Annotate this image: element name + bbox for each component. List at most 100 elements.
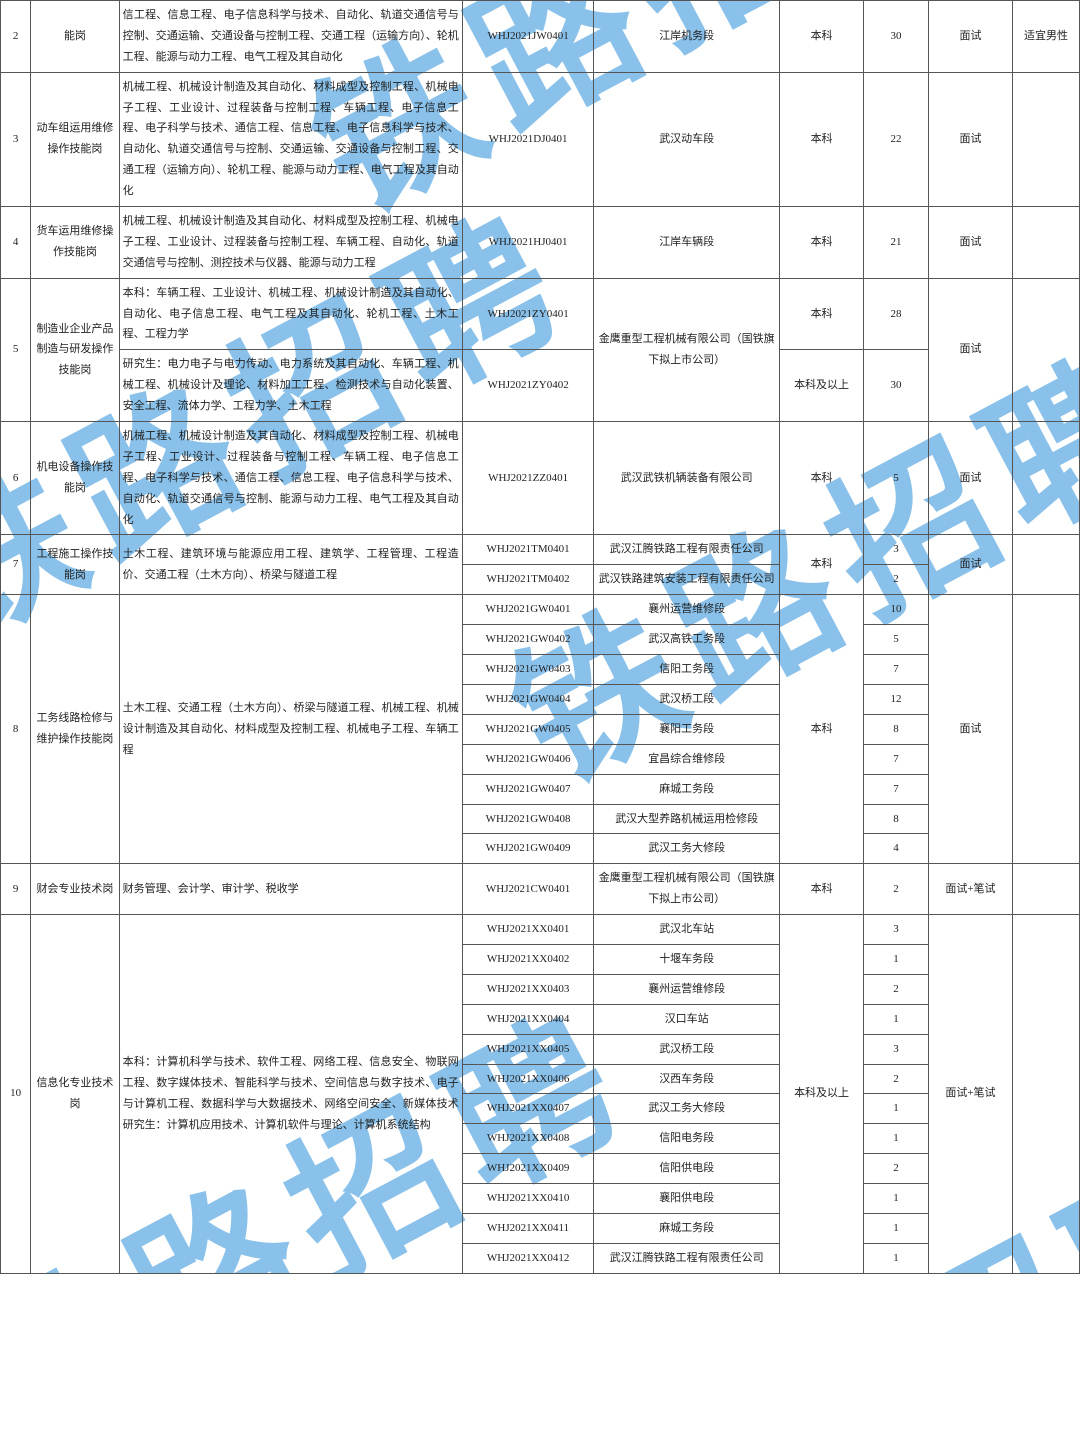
cell: 3 <box>864 1034 929 1064</box>
cell: WHJ2021ZY0402 <box>462 350 594 422</box>
cell: 机电设备操作技能岗 <box>31 422 119 535</box>
cell: 汉西车务段 <box>594 1064 780 1094</box>
cell: 本科 <box>779 207 863 279</box>
cell: 武汉桥工段 <box>594 1034 780 1064</box>
cell: 能岗 <box>31 1 119 73</box>
page: 铁路招聘 铁路招聘 铁路招聘 铁路招聘 铁路招聘 2能岗信工程、信息工程、电子信… <box>0 0 1080 1274</box>
cell: 武汉大型养路机械运用检修段 <box>594 804 780 834</box>
cell: 7 <box>864 774 929 804</box>
cell: 武汉工务大修段 <box>594 1094 780 1124</box>
cell: 5 <box>864 422 929 535</box>
cell <box>1013 72 1080 206</box>
cell: 本科 <box>779 278 863 350</box>
cell: 1 <box>864 1213 929 1243</box>
cell: 8 <box>864 804 929 834</box>
cell: 4 <box>864 834 929 864</box>
cell: 宜昌综合维修段 <box>594 744 780 774</box>
cell: WHJ2021CW0401 <box>462 864 594 915</box>
cell: 本科及以上 <box>779 915 863 1274</box>
cell: WHJ2021XX0404 <box>462 1004 594 1034</box>
cell: 武汉工务大修段 <box>594 834 780 864</box>
cell: 本科 <box>779 595 863 864</box>
cell: 金鹰重型工程机械有限公司（国铁旗下拟上市公司） <box>594 278 780 421</box>
cell: 6 <box>1 422 31 535</box>
cell <box>1013 915 1080 1274</box>
cell: 本科及以上 <box>779 350 863 422</box>
cell: WHJ2021TM0402 <box>462 565 594 595</box>
table-row: 8工务线路检修与维护操作技能岗土木工程、交通工程（土木方向）、桥梁与隧道工程、机… <box>1 595 1080 625</box>
cell: 襄阳供电段 <box>594 1184 780 1214</box>
cell: 1 <box>864 1004 929 1034</box>
cell: 面试 <box>928 595 1012 864</box>
cell: 面试+笔试 <box>928 864 1012 915</box>
cell: WHJ2021GW0404 <box>462 684 594 714</box>
cell <box>1013 535 1080 595</box>
cell: 汉口车站 <box>594 1004 780 1034</box>
cell: 襄州运营维修段 <box>594 974 780 1004</box>
cell: 7 <box>864 744 929 774</box>
cell: WHJ2021JW0401 <box>462 1 594 73</box>
cell: 机械工程、机械设计制造及其自动化、材料成型及控制工程、机械电子工程、工业设计、过… <box>119 72 462 206</box>
cell: 武汉武铁机辆装备有限公司 <box>594 422 780 535</box>
table-row: 2能岗信工程、信息工程、电子信息科学与技术、自动化、轨道交通信号与控制、交通运输… <box>1 1 1080 73</box>
cell <box>1013 278 1080 421</box>
cell: 江岸车辆段 <box>594 207 780 279</box>
cell: 1 <box>864 1094 929 1124</box>
cell: 适宜男性 <box>1013 1 1080 73</box>
cell: WHJ2021XX0407 <box>462 1094 594 1124</box>
cell: 3 <box>1 72 31 206</box>
cell: WHJ2021XX0408 <box>462 1124 594 1154</box>
cell: WHJ2021GW0409 <box>462 834 594 864</box>
cell: 8 <box>1 595 31 864</box>
cell: WHJ2021TM0401 <box>462 535 594 565</box>
cell: 5 <box>1 278 31 421</box>
cell: 5 <box>864 625 929 655</box>
cell: 武汉铁路建筑安装工程有限责任公司 <box>594 565 780 595</box>
cell: 麻城工务段 <box>594 1213 780 1243</box>
cell: 22 <box>864 72 929 206</box>
cell: 襄州运营维修段 <box>594 595 780 625</box>
cell: 财会专业技术岗 <box>31 864 119 915</box>
cell <box>1013 595 1080 864</box>
cell: 1 <box>864 1124 929 1154</box>
cell: WHJ2021GW0403 <box>462 655 594 685</box>
recruitment-table: 2能岗信工程、信息工程、电子信息科学与技术、自动化、轨道交通信号与控制、交通运输… <box>0 0 1080 1274</box>
cell: 1 <box>864 944 929 974</box>
cell: WHJ2021XX0411 <box>462 1213 594 1243</box>
cell: 2 <box>864 864 929 915</box>
cell: 武汉桥工段 <box>594 684 780 714</box>
cell: 2 <box>864 565 929 595</box>
cell: 3 <box>864 535 929 565</box>
cell: WHJ2021DJ0401 <box>462 72 594 206</box>
cell: WHJ2021GW0402 <box>462 625 594 655</box>
cell: 信阳供电段 <box>594 1154 780 1184</box>
cell: 动车组运用维修操作技能岗 <box>31 72 119 206</box>
cell: 武汉江腾铁路工程有限责任公司 <box>594 1243 780 1273</box>
cell: 襄阳工务段 <box>594 714 780 744</box>
cell: WHJ2021GW0405 <box>462 714 594 744</box>
cell: 本科 <box>779 864 863 915</box>
cell: 1 <box>864 1243 929 1273</box>
cell: WHJ2021XX0410 <box>462 1184 594 1214</box>
cell: 面试 <box>928 535 1012 595</box>
cell: 面试 <box>928 72 1012 206</box>
cell: 工务线路检修与维护操作技能岗 <box>31 595 119 864</box>
cell: 本科 <box>779 1 863 73</box>
cell: WHJ2021XX0406 <box>462 1064 594 1094</box>
cell: WHJ2021XX0403 <box>462 974 594 1004</box>
cell: 本科 <box>779 422 863 535</box>
cell: WHJ2021XX0402 <box>462 944 594 974</box>
cell <box>1013 422 1080 535</box>
table-row: 9财会专业技术岗财务管理、会计学、审计学、税收学WHJ2021CW0401金鹰重… <box>1 864 1080 915</box>
cell: WHJ2021GW0408 <box>462 804 594 834</box>
cell: 机械工程、机械设计制造及其自动化、材料成型及控制工程、机械电子工程、工业设计、过… <box>119 207 462 279</box>
cell: 30 <box>864 350 929 422</box>
cell: 10 <box>864 595 929 625</box>
cell: 28 <box>864 278 929 350</box>
cell: 麻城工务段 <box>594 774 780 804</box>
cell <box>1013 864 1080 915</box>
cell: 10 <box>1 915 31 1274</box>
cell: 8 <box>864 714 929 744</box>
cell: WHJ2021GW0407 <box>462 774 594 804</box>
cell: 武汉高铁工务段 <box>594 625 780 655</box>
